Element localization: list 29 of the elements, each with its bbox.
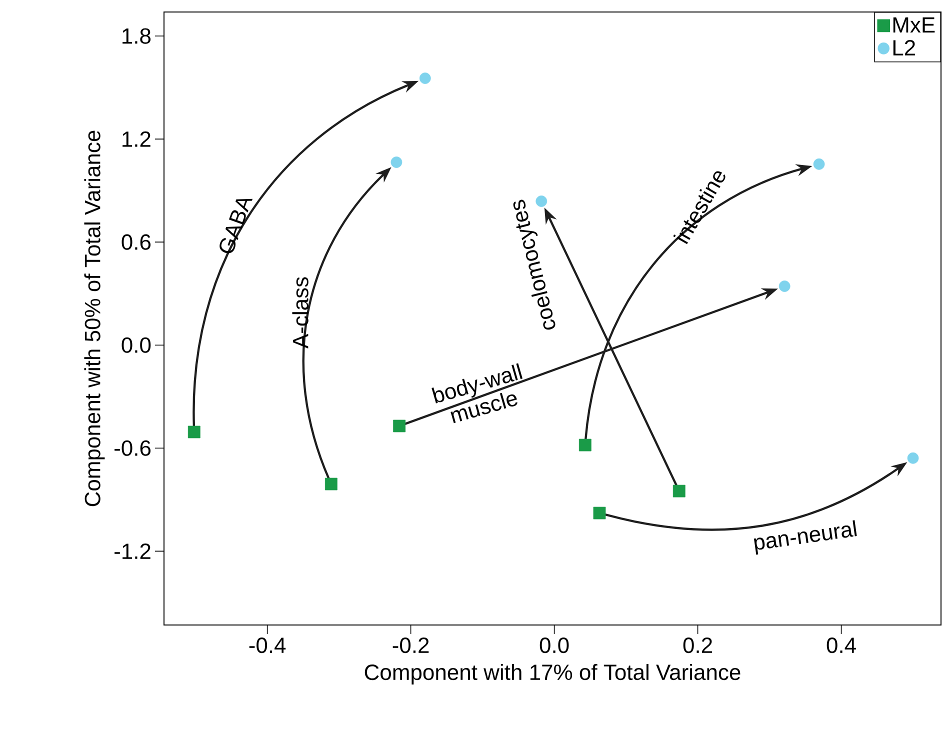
y-tick-label: -0.6: [114, 440, 151, 456]
y-tick-label: -1.2: [114, 543, 150, 559]
point: [390, 156, 402, 168]
point: [419, 72, 431, 84]
point: [907, 452, 919, 464]
x-tick-label: 0.2: [683, 638, 712, 654]
y-tick-label: 0.0: [122, 337, 151, 353]
legend-label: L2: [893, 40, 915, 56]
point: [393, 420, 406, 432]
point: [324, 478, 338, 490]
annotation: pan-neural: [754, 520, 857, 555]
x-tick-label: -0.2: [392, 638, 429, 654]
point: [778, 280, 790, 292]
y-axis-title: Component with 50% of Total Variance: [84, 130, 105, 506]
y-tick-label: 1.2: [122, 131, 150, 147]
point: [188, 426, 200, 438]
legend-label: MxE: [893, 17, 935, 33]
annotation: A-class: [292, 277, 308, 348]
x-axis-title: Component with 17% of Total Variance: [364, 664, 740, 684]
point: [672, 484, 686, 498]
point: [578, 438, 592, 452]
y-tick-label: 0.6: [122, 234, 151, 250]
x-tick-label: 0.4: [826, 638, 856, 654]
x-tick-label: 0.0: [540, 638, 569, 654]
x-tick-label: -0.4: [249, 638, 286, 654]
point: [813, 158, 825, 170]
point: [593, 506, 606, 520]
annotation: GABA: [220, 198, 253, 254]
y-tick-label: 1.8: [122, 28, 151, 44]
